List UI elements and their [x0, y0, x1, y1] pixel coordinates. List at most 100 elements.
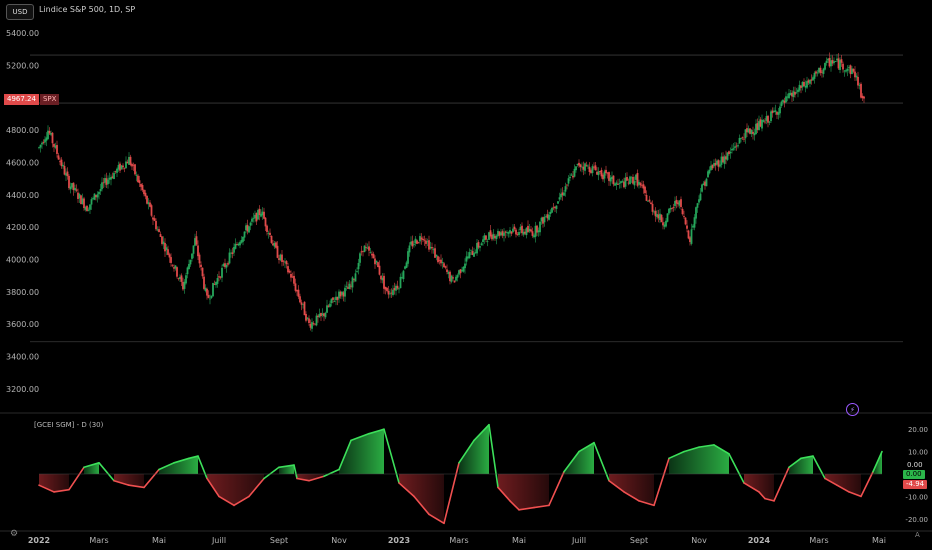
candle-body	[696, 203, 699, 208]
candle-body	[611, 176, 613, 179]
candle-body	[141, 184, 144, 191]
candle-body	[519, 226, 522, 231]
candle-body	[57, 155, 60, 160]
candle-body	[426, 241, 429, 243]
candle-body	[458, 270, 460, 275]
candle-body	[800, 85, 802, 88]
candle-body	[453, 280, 456, 283]
candle-body	[626, 177, 628, 181]
candle-body	[287, 266, 289, 273]
indicator-negative-value: -4.94	[903, 480, 928, 489]
candle-body	[86, 205, 88, 212]
candle-body	[246, 224, 249, 232]
osc-line-segment	[428, 513, 445, 525]
candle-body	[614, 183, 616, 186]
candle-body	[564, 186, 567, 192]
candle-body	[161, 236, 163, 244]
candle-body	[744, 129, 747, 139]
candle-body	[362, 250, 364, 252]
candle-body	[195, 236, 198, 245]
candle-body	[569, 176, 571, 179]
candle-body	[771, 110, 774, 114]
candle-body	[608, 172, 610, 181]
osc-area-negative	[114, 474, 144, 488]
candle-body	[746, 128, 748, 133]
y-tick-label: 4800.00	[6, 126, 39, 135]
candle-body	[375, 260, 378, 263]
candle-body	[338, 291, 340, 299]
candle-body	[813, 72, 816, 79]
x-tick-label: Mai	[872, 536, 886, 545]
candle-body	[462, 266, 465, 272]
candle-body	[863, 96, 865, 99]
candle-body	[324, 312, 327, 318]
candle-body	[182, 281, 184, 290]
candle-body	[491, 234, 493, 240]
osc-line-segment	[824, 477, 838, 487]
candle-body	[410, 241, 412, 245]
candle-body	[788, 93, 790, 99]
candle-body	[212, 282, 214, 297]
candle-body	[609, 177, 612, 182]
osc-line-segment	[308, 475, 325, 482]
candle-body	[533, 235, 535, 238]
candle-body	[255, 212, 258, 222]
candle-body	[332, 297, 334, 300]
candle-body	[629, 176, 631, 185]
candle-body	[680, 199, 682, 208]
candle-body	[834, 61, 837, 62]
currency-button[interactable]: USD	[6, 4, 34, 20]
flash-icon[interactable]: ⚡	[846, 403, 859, 416]
indicator-positive-value: 0.00	[903, 470, 925, 479]
candle-body	[530, 229, 532, 232]
osc-line-segment	[158, 461, 175, 471]
osc-line-segment	[248, 477, 265, 498]
candle-body	[440, 259, 442, 264]
scale-icon[interactable]: A	[915, 531, 920, 539]
candle-body	[602, 174, 604, 180]
candle-body	[360, 251, 363, 253]
candle-body	[123, 167, 126, 169]
candle-body	[84, 207, 87, 210]
osc-line-segment	[338, 439, 352, 471]
candle-body	[674, 201, 676, 207]
candle-body	[761, 119, 763, 129]
candle-body	[465, 256, 468, 262]
candle-body	[377, 262, 379, 268]
candle-body	[216, 278, 219, 284]
osc-line-segment	[188, 455, 199, 460]
x-tick-label: 2022	[28, 536, 50, 545]
candle-body	[599, 171, 601, 172]
candle-body	[366, 247, 369, 249]
candle-body	[321, 313, 324, 316]
candle-body	[279, 254, 282, 261]
candle-body	[374, 258, 376, 265]
candle-body	[137, 175, 139, 182]
candle-body	[485, 235, 487, 240]
candle-body	[567, 178, 570, 184]
candle-body	[725, 156, 727, 160]
candle-body	[117, 164, 120, 170]
candle-body	[753, 133, 756, 136]
osc-line-segment	[488, 423, 499, 489]
candle-body	[708, 169, 711, 174]
candle-body	[804, 85, 807, 88]
candle-body	[653, 211, 655, 213]
candle-body	[516, 234, 519, 235]
candle-body	[467, 256, 469, 259]
candle-body	[176, 267, 178, 277]
candle-body	[852, 68, 855, 72]
candle-body	[657, 214, 660, 219]
candle-body	[845, 70, 847, 72]
candle-body	[165, 247, 168, 250]
candle-body	[356, 271, 358, 272]
candle-body	[120, 165, 123, 170]
candle-body	[624, 177, 627, 187]
candle-body	[173, 267, 175, 269]
gear-icon[interactable]: ⚙	[10, 529, 19, 539]
candle-body	[794, 91, 796, 95]
candle-body	[510, 231, 513, 234]
candle-body	[327, 305, 330, 307]
candle-body	[122, 165, 124, 168]
